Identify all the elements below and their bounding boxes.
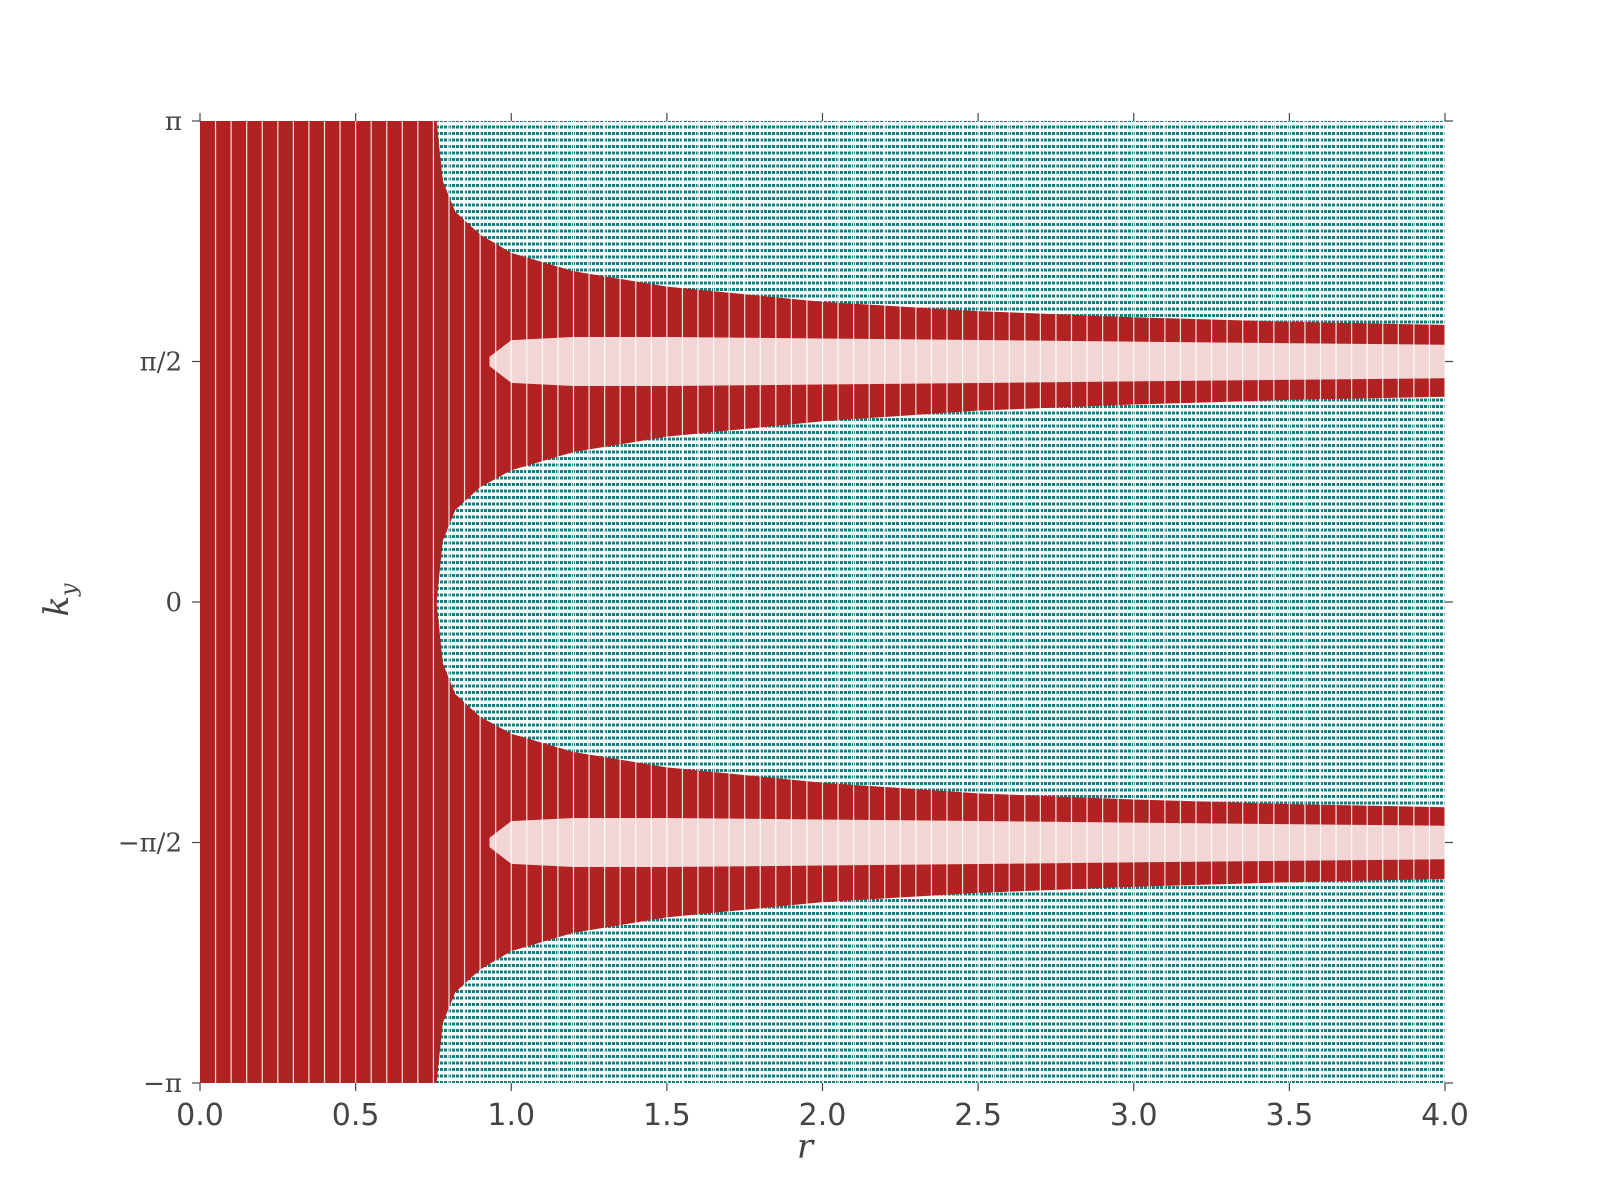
x-tick-label: 1.5 — [643, 1098, 691, 1133]
x-tick-label: 0.0 — [176, 1098, 224, 1133]
x-tick-label: 2.0 — [799, 1098, 847, 1133]
series-pink-lower-band — [489, 818, 1445, 867]
series-pink-upper-band — [489, 337, 1445, 386]
y-tick-label: −π — [143, 1069, 182, 1099]
plot-area — [200, 121, 1446, 1083]
x-tick-label: 0.5 — [332, 1098, 380, 1133]
x-tick-label: 1.0 — [487, 1098, 535, 1133]
x-tick-label: 4.0 — [1421, 1098, 1469, 1133]
svg-text:ky: ky — [37, 583, 82, 617]
x-tick-label: 3.5 — [1266, 1098, 1314, 1133]
y-tick-label: −π/2 — [118, 829, 182, 859]
sample-columns — [214, 121, 1446, 1083]
x-tick-label: 3.0 — [1110, 1098, 1158, 1133]
y-axis: π π/2 0 −π/2 −π — [118, 107, 1453, 1099]
y-axis-label: ky — [37, 583, 82, 617]
x-axis: 0.0 0.5 1.0 1.5 2.0 2.5 3.0 3.5 4.0 — [176, 113, 1469, 1133]
x-tick-label: 2.5 — [954, 1098, 1002, 1133]
y-axis-label-subscript: y — [57, 583, 82, 597]
y-tick-label: π — [165, 107, 182, 137]
y-tick-label: 0 — [165, 588, 182, 618]
y-tick-label: π/2 — [140, 347, 182, 377]
x-axis-label: r — [797, 1127, 815, 1167]
y-axis-label-base: k — [37, 596, 77, 617]
